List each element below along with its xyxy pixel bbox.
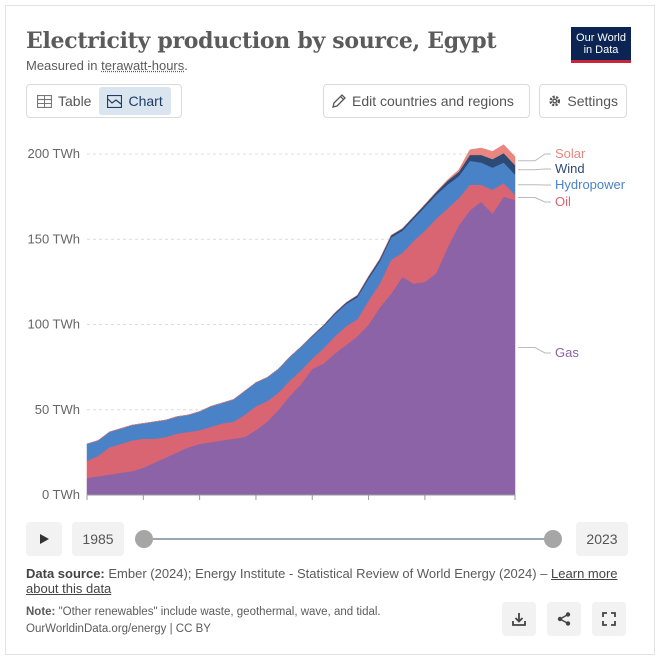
y-tick-label: 100 TWh: [27, 317, 80, 332]
table-icon: [37, 94, 52, 108]
chart-card: Electricity production by source, Egypt …: [5, 5, 655, 655]
x-tick-label: 2005: [298, 504, 327, 506]
credit: OurWorldinData.org/energy | CC BY: [26, 623, 211, 635]
pencil-icon: [332, 94, 346, 108]
y-tick-label: 0 TWh: [42, 487, 80, 502]
chart-icon: [107, 94, 123, 108]
legend-wind[interactable]: Wind: [555, 161, 585, 176]
timeline-end-handle[interactable]: [544, 530, 562, 548]
x-tick-label: 2010: [354, 504, 383, 506]
view-toggle: Table Chart: [26, 84, 182, 118]
source-label: Data source:: [26, 566, 105, 581]
y-tick-label: 200 TWh: [27, 146, 80, 161]
edit-countries-button[interactable]: Edit countries and regions: [323, 84, 530, 118]
logo-line1: Our World: [576, 32, 626, 44]
play-icon: [40, 534, 49, 544]
share-icon: [557, 612, 571, 626]
y-tick-label: 150 TWh: [27, 231, 80, 246]
note-label: Note:: [26, 606, 56, 618]
x-tick-label: 1990: [129, 504, 158, 506]
note-text: "Other renewables" include waste, geothe…: [55, 606, 381, 618]
settings-label: Settings: [567, 93, 618, 109]
legend-oil[interactable]: Oil: [555, 194, 571, 209]
expand-icon: [602, 612, 616, 626]
note: Note: "Other renewables" include waste, …: [26, 604, 496, 638]
tab-chart-label: Chart: [128, 93, 163, 109]
subtitle-prefix: Measured in: [26, 58, 102, 73]
y-tick-label: 50 TWh: [35, 402, 80, 417]
x-tick-label: 1985: [73, 504, 102, 506]
logo-line2: in Data: [583, 44, 619, 56]
tab-chart[interactable]: Chart: [99, 87, 171, 115]
legend-connector: [518, 197, 551, 203]
x-tick-label: 2000: [241, 504, 270, 506]
owid-logo[interactable]: Our World in Data: [571, 27, 631, 63]
gear-icon: [549, 95, 561, 107]
share-button[interactable]: [547, 602, 581, 636]
unit-link[interactable]: terawatt-hours: [101, 58, 185, 73]
data-source: Data source: Ember (2024); Energy Instit…: [26, 566, 631, 596]
y-axis: 0 TWh 50 TWh 100 TWh 150 TWh 200 TWh: [27, 146, 80, 502]
end-year-box[interactable]: 2023: [576, 522, 628, 556]
x-axis: 1985 1990 1995 2000 2005 2010 2015 2023: [73, 494, 530, 506]
legend-connector: [518, 168, 551, 171]
page-title: Electricity production by source, Egypt: [26, 28, 497, 54]
area-chart: 0 TWh 50 TWh 100 TWh 150 TWh 200 TWh 1985 199…: [27, 144, 626, 506]
timeline-start-handle[interactable]: [135, 530, 153, 548]
legend-solar[interactable]: Solar: [555, 146, 586, 161]
x-tick-label: 2023: [501, 504, 530, 506]
settings-button[interactable]: Settings: [539, 84, 627, 118]
tab-table-label: Table: [58, 93, 92, 109]
legend-hydropower[interactable]: Hydropower: [555, 177, 626, 192]
subtitle: Measured in terawatt-hours.: [26, 58, 188, 73]
area-solar[interactable]: [86, 144, 516, 445]
tab-table[interactable]: Table: [29, 87, 99, 115]
stacked-areas: [86, 144, 516, 496]
timeline-track[interactable]: [144, 538, 554, 540]
x-tick-label: 2015: [410, 504, 439, 506]
play-button[interactable]: [26, 522, 62, 556]
source-text: Ember (2024); Energy Institute - Statist…: [104, 566, 552, 581]
x-tick-label: 1995: [185, 504, 214, 506]
download-icon: [512, 613, 526, 626]
subtitle-suffix: .: [184, 58, 188, 73]
fullscreen-button[interactable]: [592, 602, 626, 636]
download-button[interactable]: [502, 602, 536, 636]
legend-connector: [518, 153, 551, 162]
legend-gas[interactable]: Gas: [555, 345, 579, 360]
edit-label: Edit countries and regions: [352, 93, 514, 109]
legend-connector: [518, 347, 551, 354]
start-year-box[interactable]: 1985: [72, 522, 124, 556]
learn-more-link[interactable]: Learn more about this data: [26, 566, 618, 596]
